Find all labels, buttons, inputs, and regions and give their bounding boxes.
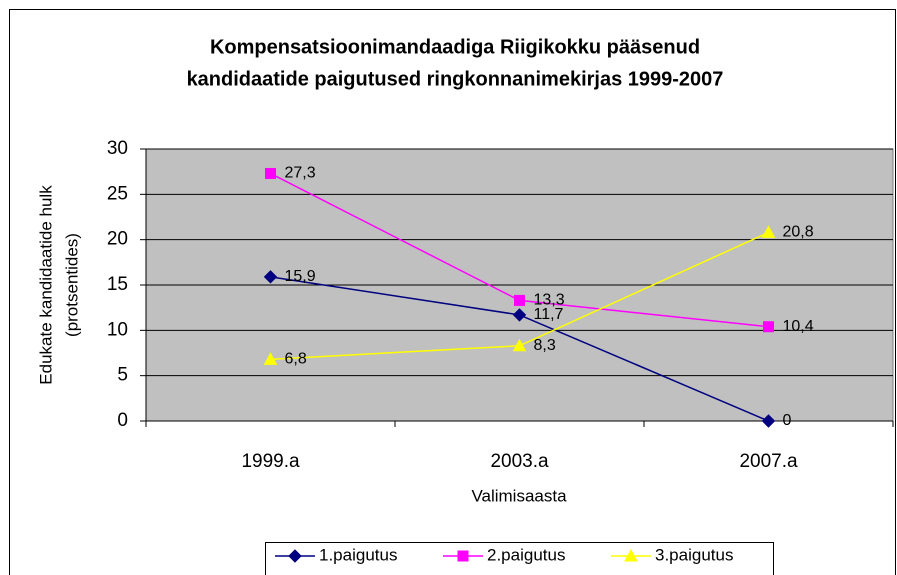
- marker: [512, 338, 527, 352]
- data-label: 27,3: [285, 165, 316, 182]
- y-tick-label: 20: [107, 229, 128, 250]
- chart-title: kandidaatide paigutused ringkonnanimekir…: [187, 68, 724, 90]
- marker: [512, 308, 527, 322]
- legend: [265, 542, 774, 575]
- marker: [763, 321, 774, 333]
- y-axis-label: Edukate kandidaatide hulk: [36, 185, 55, 385]
- chart-title: Kompensatsioonimandaadiga Riigikokku pää…: [210, 36, 700, 58]
- marker: [263, 352, 278, 365]
- marker: [514, 294, 525, 306]
- x-tick-label: 2007.a: [739, 451, 798, 472]
- data-label: 6,8: [285, 351, 307, 368]
- data-label: 11,7: [534, 306, 564, 323]
- x-tick-label: 2003.a: [490, 451, 549, 472]
- y-axis-label: (protsentides): [62, 233, 81, 337]
- legend-label: 2.paigutus: [487, 545, 565, 564]
- y-tick-label: 10: [107, 319, 128, 340]
- y-tick-label: 25: [107, 183, 128, 204]
- y-tick-label: 0: [117, 410, 128, 431]
- data-label: 10,4: [783, 318, 814, 335]
- legend-marker: [288, 549, 302, 563]
- x-tick-label: 1999.a: [241, 451, 300, 472]
- marker: [761, 225, 776, 238]
- marker: [761, 414, 776, 428]
- legend-marker: [457, 550, 469, 562]
- marker: [265, 167, 276, 179]
- legend-label: 3.paigutus: [655, 545, 733, 564]
- data-label: 15,9: [285, 268, 316, 285]
- x-axis-label: Valimisaasta: [471, 486, 567, 505]
- legend-label: 1.paigutus: [319, 545, 397, 564]
- data-label: 20,8: [783, 224, 814, 241]
- y-tick-label: 15: [107, 274, 128, 295]
- data-label: 8,3: [534, 337, 556, 354]
- marker: [263, 270, 278, 284]
- data-label: 13,3: [534, 292, 565, 309]
- legend-marker: [624, 548, 638, 562]
- data-label: 0: [783, 412, 792, 429]
- y-tick-label: 30: [107, 138, 128, 159]
- y-tick-label: 5: [117, 365, 128, 386]
